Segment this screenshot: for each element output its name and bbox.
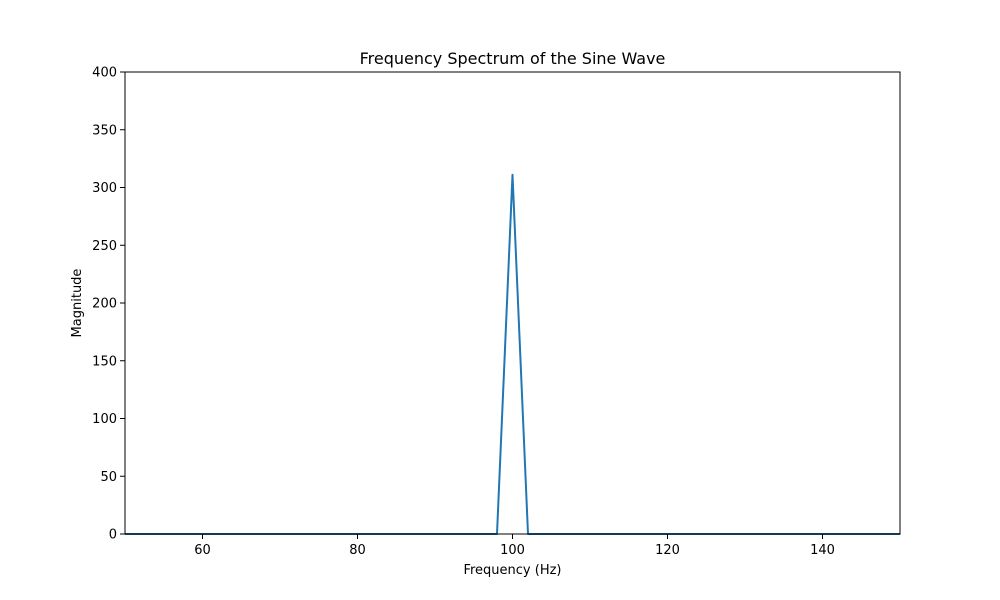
y-tick-label: 0 [109,528,117,543]
y-axis-ticks: 0 50 100 150 200 250 300 350 400 [92,66,125,543]
y-axis-label: Magnitude [70,269,85,338]
chart-title: Frequency Spectrum of the Sine Wave [360,49,666,68]
x-axis-label: Frequency (Hz) [463,563,561,578]
x-tick-label: 100 [500,543,525,558]
y-tick-label: 150 [92,354,117,369]
y-tick-label: 100 [92,412,117,427]
x-axis-ticks: 60 80 100 120 140 [194,534,835,558]
y-tick-label: 400 [92,66,117,81]
y-tick-label: 300 [92,181,117,196]
x-tick-label: 60 [194,543,211,558]
plot-area [125,72,900,534]
x-tick-label: 140 [810,543,835,558]
x-tick-label: 80 [349,543,366,558]
y-tick-label: 250 [92,239,117,254]
x-tick-label: 120 [655,543,680,558]
y-tick-label: 50 [100,470,117,485]
y-tick-label: 200 [92,297,117,312]
y-tick-label: 350 [92,123,117,138]
